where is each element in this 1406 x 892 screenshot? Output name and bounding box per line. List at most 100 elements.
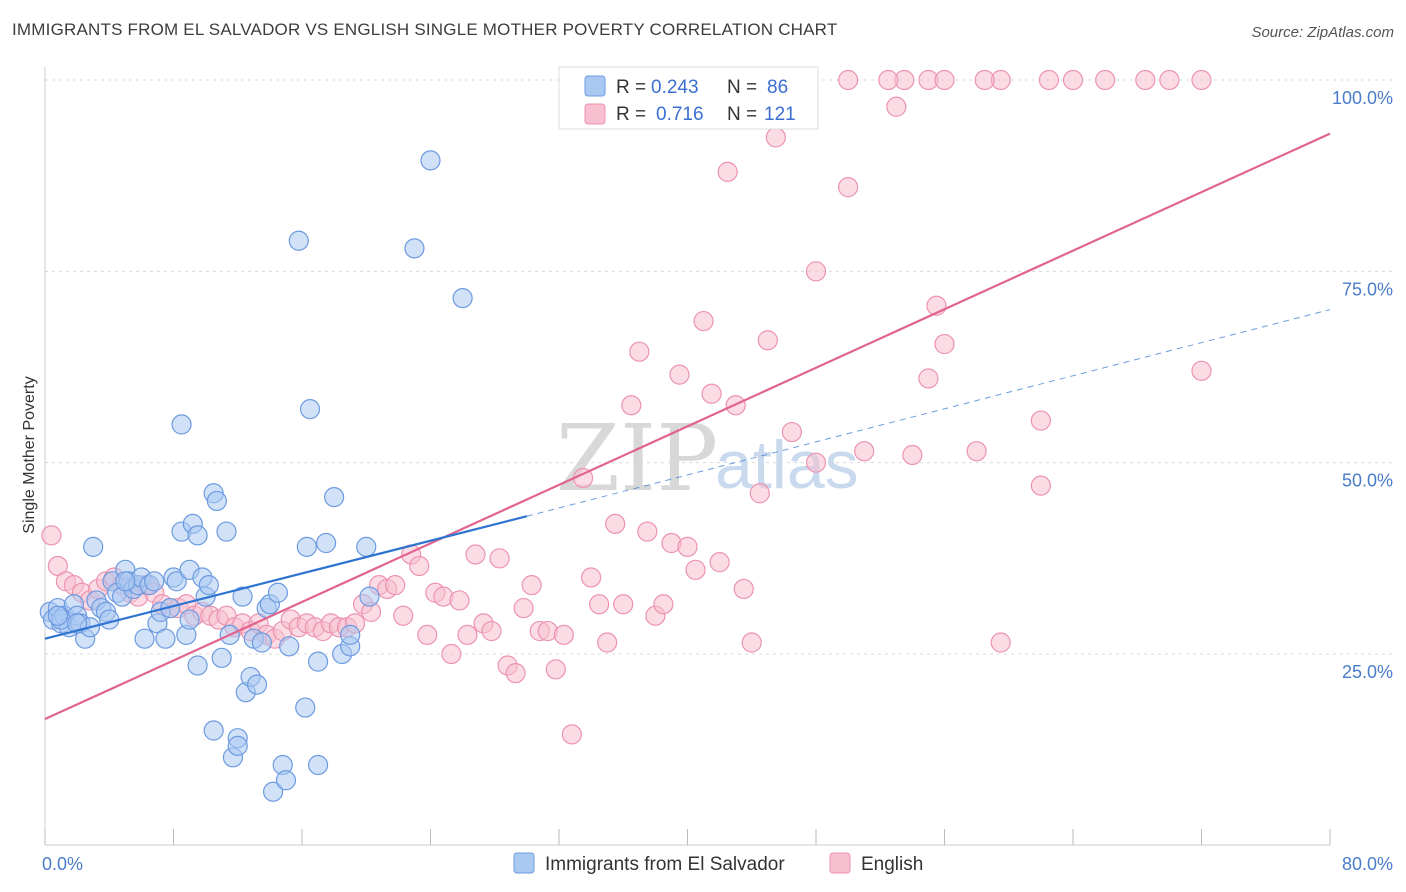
point-el-salvador: [227, 735, 248, 756]
point-english: [693, 310, 714, 332]
point-english: [481, 620, 502, 642]
legend-n-value-2: 121: [764, 104, 796, 125]
point-el-salvador: [452, 288, 473, 309]
point-english: [717, 161, 738, 182]
point-english: [393, 605, 414, 626]
point-english: [553, 624, 574, 645]
point-english: [709, 552, 730, 573]
legend-box: R = 0.243 N = 86 R = 0.716 N = 121: [558, 66, 819, 130]
point-english: [597, 632, 618, 653]
bottom-legend: Immigrants from El Salvador English: [513, 852, 923, 875]
point-english: [1159, 69, 1180, 91]
point-el-salvador: [275, 770, 297, 791]
point-english: [1191, 69, 1212, 91]
point-english: [521, 575, 542, 596]
point-english: [902, 444, 923, 466]
legend-swatch-blue: [584, 75, 606, 97]
point-english: [589, 594, 610, 615]
x-tick-label: 80.0%: [1342, 854, 1393, 874]
point-el-salvador: [47, 605, 68, 626]
point-english: [465, 544, 486, 565]
legend-r-value-2: 0.716: [656, 104, 704, 125]
point-english: [765, 127, 786, 148]
bottom-legend-swatch-pink: [829, 852, 851, 874]
point-el-salvador: [324, 487, 345, 508]
point-english: [545, 659, 566, 680]
y-tick-labels: 25.0% 50.0% 75.0% 100.0%: [1332, 88, 1393, 682]
point-el-salvador: [179, 609, 200, 630]
point-english: [1095, 69, 1116, 91]
point-english: [41, 525, 62, 546]
point-english: [441, 643, 462, 665]
point-english: [1062, 69, 1084, 91]
point-english: [1030, 410, 1051, 431]
point-el-salvador: [203, 720, 224, 741]
point-english: [489, 548, 510, 569]
point-el-salvador: [211, 647, 232, 668]
point-english: [605, 513, 626, 534]
point-english: [685, 559, 706, 580]
point-english: [513, 597, 534, 619]
point-english: [1135, 69, 1156, 91]
point-english: [457, 624, 478, 645]
bottom-legend-label-2: English: [861, 854, 923, 875]
point-english: [449, 590, 470, 611]
point-english: [757, 330, 778, 351]
point-english: [966, 441, 987, 462]
legend-swatch-pink: [584, 103, 606, 125]
point-english: [749, 483, 770, 504]
point-english: [934, 333, 955, 355]
point-el-salvador: [262, 781, 284, 802]
point-english: [629, 341, 650, 362]
trendline-english: [44, 132, 1331, 721]
point-el-salvador: [187, 525, 208, 546]
legend-n-label-2: N =: [727, 104, 757, 125]
x-tick-label: 0.0%: [42, 854, 83, 874]
trendlines: [44, 132, 1331, 721]
point-el-salvador: [288, 230, 309, 251]
point-english: [505, 663, 526, 684]
point-el-salvador: [315, 532, 337, 554]
trendline-el-salvador: [44, 515, 528, 640]
point-english: [637, 521, 658, 542]
point-el-salvador: [340, 624, 361, 645]
axes: [44, 67, 1331, 846]
legend-r-label-2: R =: [616, 104, 646, 125]
point-el-salvador: [267, 582, 289, 603]
point-english: [677, 536, 698, 557]
point-el-salvador: [166, 571, 187, 592]
point-el-salvador: [155, 628, 176, 649]
legend-n-value-1: 86: [767, 77, 788, 98]
point-english: [805, 452, 827, 473]
y-tick-label: 50.0%: [1342, 471, 1393, 491]
point-el-salvador: [295, 697, 316, 718]
point-el-salvador: [307, 754, 329, 776]
point-english: [1038, 69, 1060, 91]
point-english: [561, 724, 582, 745]
source-credit: Source: ZipAtlas.com: [1251, 24, 1394, 41]
point-english: [934, 69, 955, 91]
point-el-salvador: [83, 536, 104, 557]
point-el-salvador: [420, 150, 441, 171]
point-el-salvador: [251, 632, 272, 653]
point-english: [669, 364, 690, 385]
y-tick-label: 100.0%: [1332, 88, 1393, 108]
point-english: [701, 383, 722, 404]
point-el-salvador: [144, 571, 165, 592]
point-english: [1030, 475, 1051, 496]
point-english: [741, 632, 762, 653]
point-el-salvador: [171, 414, 192, 435]
bottom-legend-swatch-blue: [513, 852, 535, 874]
point-el-salvador: [296, 536, 317, 557]
watermark-zip: ZIP: [556, 405, 718, 512]
point-english: [417, 624, 438, 645]
point-english: [918, 368, 939, 389]
point-english: [613, 594, 634, 615]
point-el-salvador: [67, 613, 88, 634]
chart-title: IMMIGRANTS FROM EL SALVADOR VS ENGLISH S…: [12, 20, 838, 39]
legend-r-value-1: 0.243: [651, 77, 699, 98]
point-english: [990, 632, 1011, 653]
point-el-salvador: [404, 238, 425, 259]
point-english: [854, 441, 875, 462]
point-el-salvador: [198, 575, 219, 596]
